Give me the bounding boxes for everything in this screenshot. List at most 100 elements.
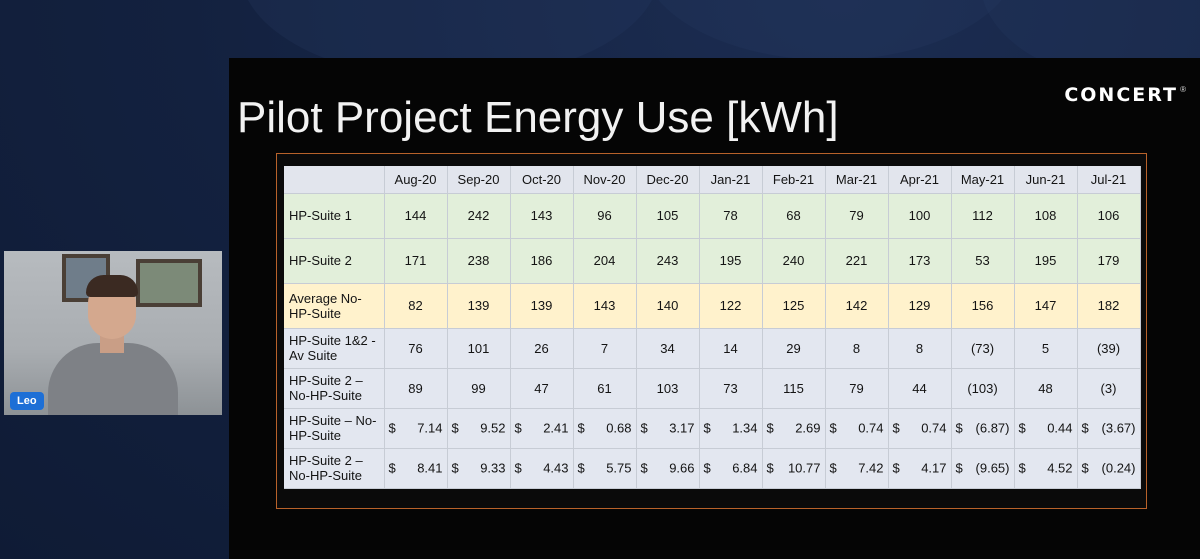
value-cell: 7 [573,328,637,369]
value-cell: 195 [1014,238,1078,284]
row-label: HP-Suite 2 – No-HP-Suite [284,368,385,409]
cost-amount: (6.87) [975,420,1010,436]
cost-value-cell: $4.43 [510,448,574,489]
table-row: HP-Suite 1&2 - Av Suite 76 101 26 7 34 14 29 8 8(… [284,328,1141,369]
month-header-cell: Jun-21 [1014,166,1078,194]
currency-symbol: $ [892,420,900,436]
value-cell: 243 [636,238,700,284]
row-label: HP-Suite 1&2 - Av Suite [284,328,385,369]
currency-symbol: $ [892,460,900,476]
month-header-cell: Mar-21 [825,166,889,194]
value-cell: 186 [510,238,574,284]
value-cell: 139 [447,283,511,329]
cost-amount: 9.33 [480,460,506,476]
value-cell: 8 [825,328,889,369]
cost-amount: 4.52 [1047,460,1073,476]
cost-value-cell: $ (3.67) [1077,408,1141,449]
row-label: Average No-HP-Suite [284,283,385,329]
table-row: HP-Suite 2 – No-HP-Suite 89 99 47 61 103 73 115… [284,368,1141,409]
cost-amount: 0.68 [606,420,632,436]
value-cell: 78 [699,193,763,239]
month-header-cell: Feb-21 [762,166,826,194]
value-cell: 68 [762,193,826,239]
value-cell: 125 [762,283,826,329]
value-cell: 140 [636,283,700,329]
cost-amount: 5.75 [606,460,632,476]
participant-name-badge: Leo [10,392,44,410]
value-cell: 195 [699,238,763,284]
value-cell: 8 [888,328,952,369]
cost-amount: 4.17 [921,460,947,476]
value-cell: 103 [636,368,700,409]
cost-value-cell: $6.84 [699,448,763,489]
month-header-cell: Aug-20 [384,166,448,194]
value-cell: 115 [762,368,826,409]
currency-symbol: $ [703,460,711,476]
currency-symbol: $ [514,460,522,476]
currency-symbol: $ [640,460,648,476]
cost-amount: 2.69 [795,420,821,436]
month-header-cell: Nov-20 [573,166,637,194]
currency-symbol: $ [451,420,459,436]
value-cell: 47 [510,368,574,409]
value-cell: 79 [825,193,889,239]
cost-value-cell: $2.69 [762,408,826,449]
value-cell: 26 [510,328,574,369]
value-cell: 106 [1077,193,1141,239]
value-cell: 96 [573,193,637,239]
cost-amount: (0.24) [1101,460,1136,476]
currency-symbol: $ [577,420,585,436]
value-cell: 14 [699,328,763,369]
month-header-cell: Dec-20 [636,166,700,194]
shared-slide: Pilot Project Energy Use [kWh] CONCERT ®… [229,58,1200,559]
slide-title: Pilot Project Energy Use [kWh] [237,93,839,142]
month-header-cell: Jan-21 [699,166,763,194]
currency-symbol: $ [577,460,585,476]
cost-value-cell: $0.44 [1014,408,1078,449]
cost-amount: 9.66 [669,460,695,476]
cost-value-cell: $ (9.65) [951,448,1015,489]
cost-amount: 8.41 [417,460,443,476]
cost-table-row: HP-Suite 2 – No-HP-Suite $8.41 $9.33 $4.43 $… [284,448,1141,489]
value-cell: 79 [825,368,889,409]
month-header-cell: Apr-21 [888,166,952,194]
participant-video-tile[interactable]: Leo [4,251,222,415]
cost-table-row: HP-Suite – No-HP-Suite $7.14 $9.52 $2.41 $0.… [284,408,1141,449]
cost-value-cell: $9.52 [447,408,511,449]
cost-value-cell: $ (0.24) [1077,448,1141,489]
value-cell: 147 [1014,283,1078,329]
cost-value-cell: $ (6.87) [951,408,1015,449]
currency-symbol: $ [766,460,774,476]
currency-symbol: $ [514,420,522,436]
value-cell: 44 [888,368,952,409]
value-cell: 122 [699,283,763,329]
cost-value-cell: $9.66 [636,448,700,489]
energy-table-frame: Aug-20 Sep-20 Oct-20 Nov-20 Dec-20 Jan-21 Feb-… [276,153,1147,509]
cost-amount: 6.84 [732,460,758,476]
value-cell: (3) [1077,368,1141,409]
value-cell: 144 [384,193,448,239]
value-cell: 171 [384,238,448,284]
value-cell: 238 [447,238,511,284]
value-cell: 156 [951,283,1015,329]
month-header-cell: Oct-20 [510,166,574,194]
cost-amount: 0.44 [1047,420,1073,436]
cost-value-cell: $4.52 [1014,448,1078,489]
cost-value-cell: $0.74 [888,408,952,449]
value-cell: (39) [1077,328,1141,369]
currency-symbol: $ [829,460,837,476]
value-cell: 173 [888,238,952,284]
value-cell: 221 [825,238,889,284]
value-cell: 76 [384,328,448,369]
value-cell: 108 [1014,193,1078,239]
cost-amount: 10.77 [787,460,821,476]
energy-use-table: Aug-20 Sep-20 Oct-20 Nov-20 Dec-20 Jan-21 Feb-… [284,166,1141,489]
value-cell: 204 [573,238,637,284]
value-cell: 89 [384,368,448,409]
cost-amount: 7.42 [858,460,884,476]
cost-amount: 4.43 [543,460,569,476]
value-cell: 73 [699,368,763,409]
cost-value-cell: $1.34 [699,408,763,449]
cost-value-cell: $4.17 [888,448,952,489]
table-row: HP-Suite 2 171 238 186 204 243 195 240 221 173 53 1… [284,238,1141,284]
